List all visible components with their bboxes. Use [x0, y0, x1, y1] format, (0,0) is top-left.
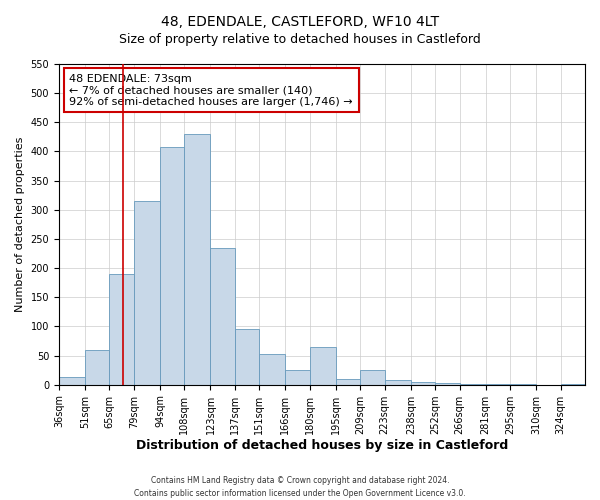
- Bar: [134, 201, 160, 384]
- Bar: [310, 347, 336, 385]
- Text: 48 EDENDALE: 73sqm
← 7% of detached houses are smaller (140)
92% of semi-detache: 48 EDENDALE: 73sqm ← 7% of detached hous…: [70, 74, 353, 107]
- Bar: [385, 380, 411, 384]
- Text: Contains HM Land Registry data © Crown copyright and database right 2024.
Contai: Contains HM Land Registry data © Crown c…: [134, 476, 466, 498]
- Bar: [109, 274, 134, 384]
- Bar: [435, 383, 460, 384]
- Text: 48, EDENDALE, CASTLEFORD, WF10 4LT: 48, EDENDALE, CASTLEFORD, WF10 4LT: [161, 15, 439, 29]
- Bar: [184, 134, 211, 384]
- Bar: [211, 248, 235, 384]
- Bar: [259, 354, 286, 384]
- Bar: [85, 350, 109, 384]
- Bar: [59, 377, 85, 384]
- Bar: [360, 370, 385, 384]
- Bar: [286, 370, 310, 384]
- Bar: [160, 147, 184, 384]
- X-axis label: Distribution of detached houses by size in Castleford: Distribution of detached houses by size …: [136, 440, 508, 452]
- Bar: [235, 330, 259, 384]
- Bar: [336, 379, 360, 384]
- Bar: [411, 382, 435, 384]
- Text: Size of property relative to detached houses in Castleford: Size of property relative to detached ho…: [119, 32, 481, 46]
- Y-axis label: Number of detached properties: Number of detached properties: [15, 136, 25, 312]
